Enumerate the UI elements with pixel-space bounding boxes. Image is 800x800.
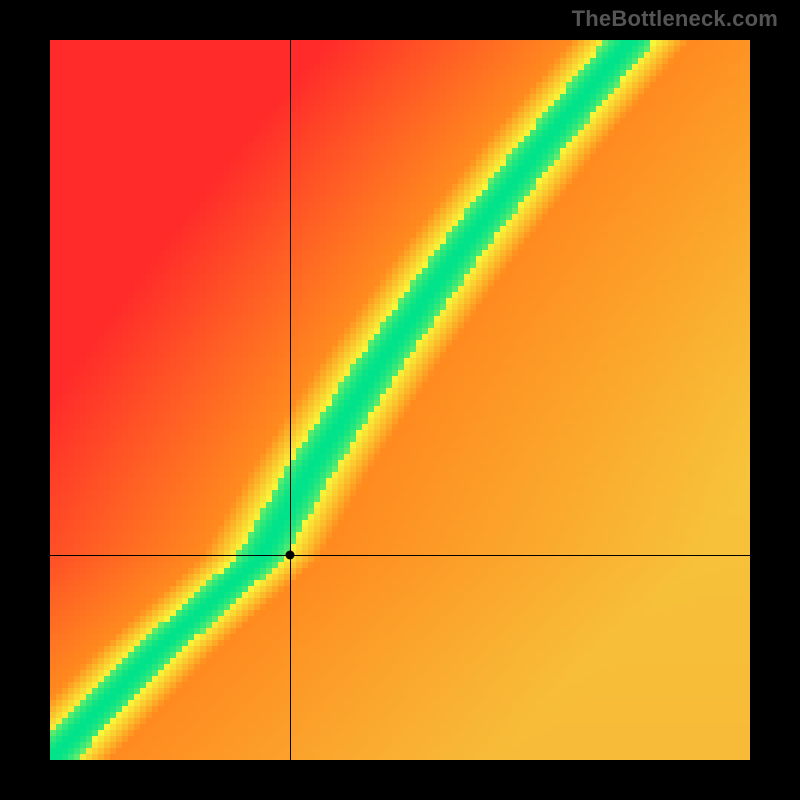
- bottleneck-chart-page: TheBottleneck.com: [0, 0, 800, 800]
- marker-dot: [286, 551, 295, 560]
- heatmap-plot-area: [50, 40, 750, 760]
- crosshair-vertical: [290, 40, 291, 760]
- crosshair-horizontal: [50, 555, 750, 556]
- heatmap-canvas: [50, 40, 750, 760]
- watermark-text: TheBottleneck.com: [572, 6, 778, 32]
